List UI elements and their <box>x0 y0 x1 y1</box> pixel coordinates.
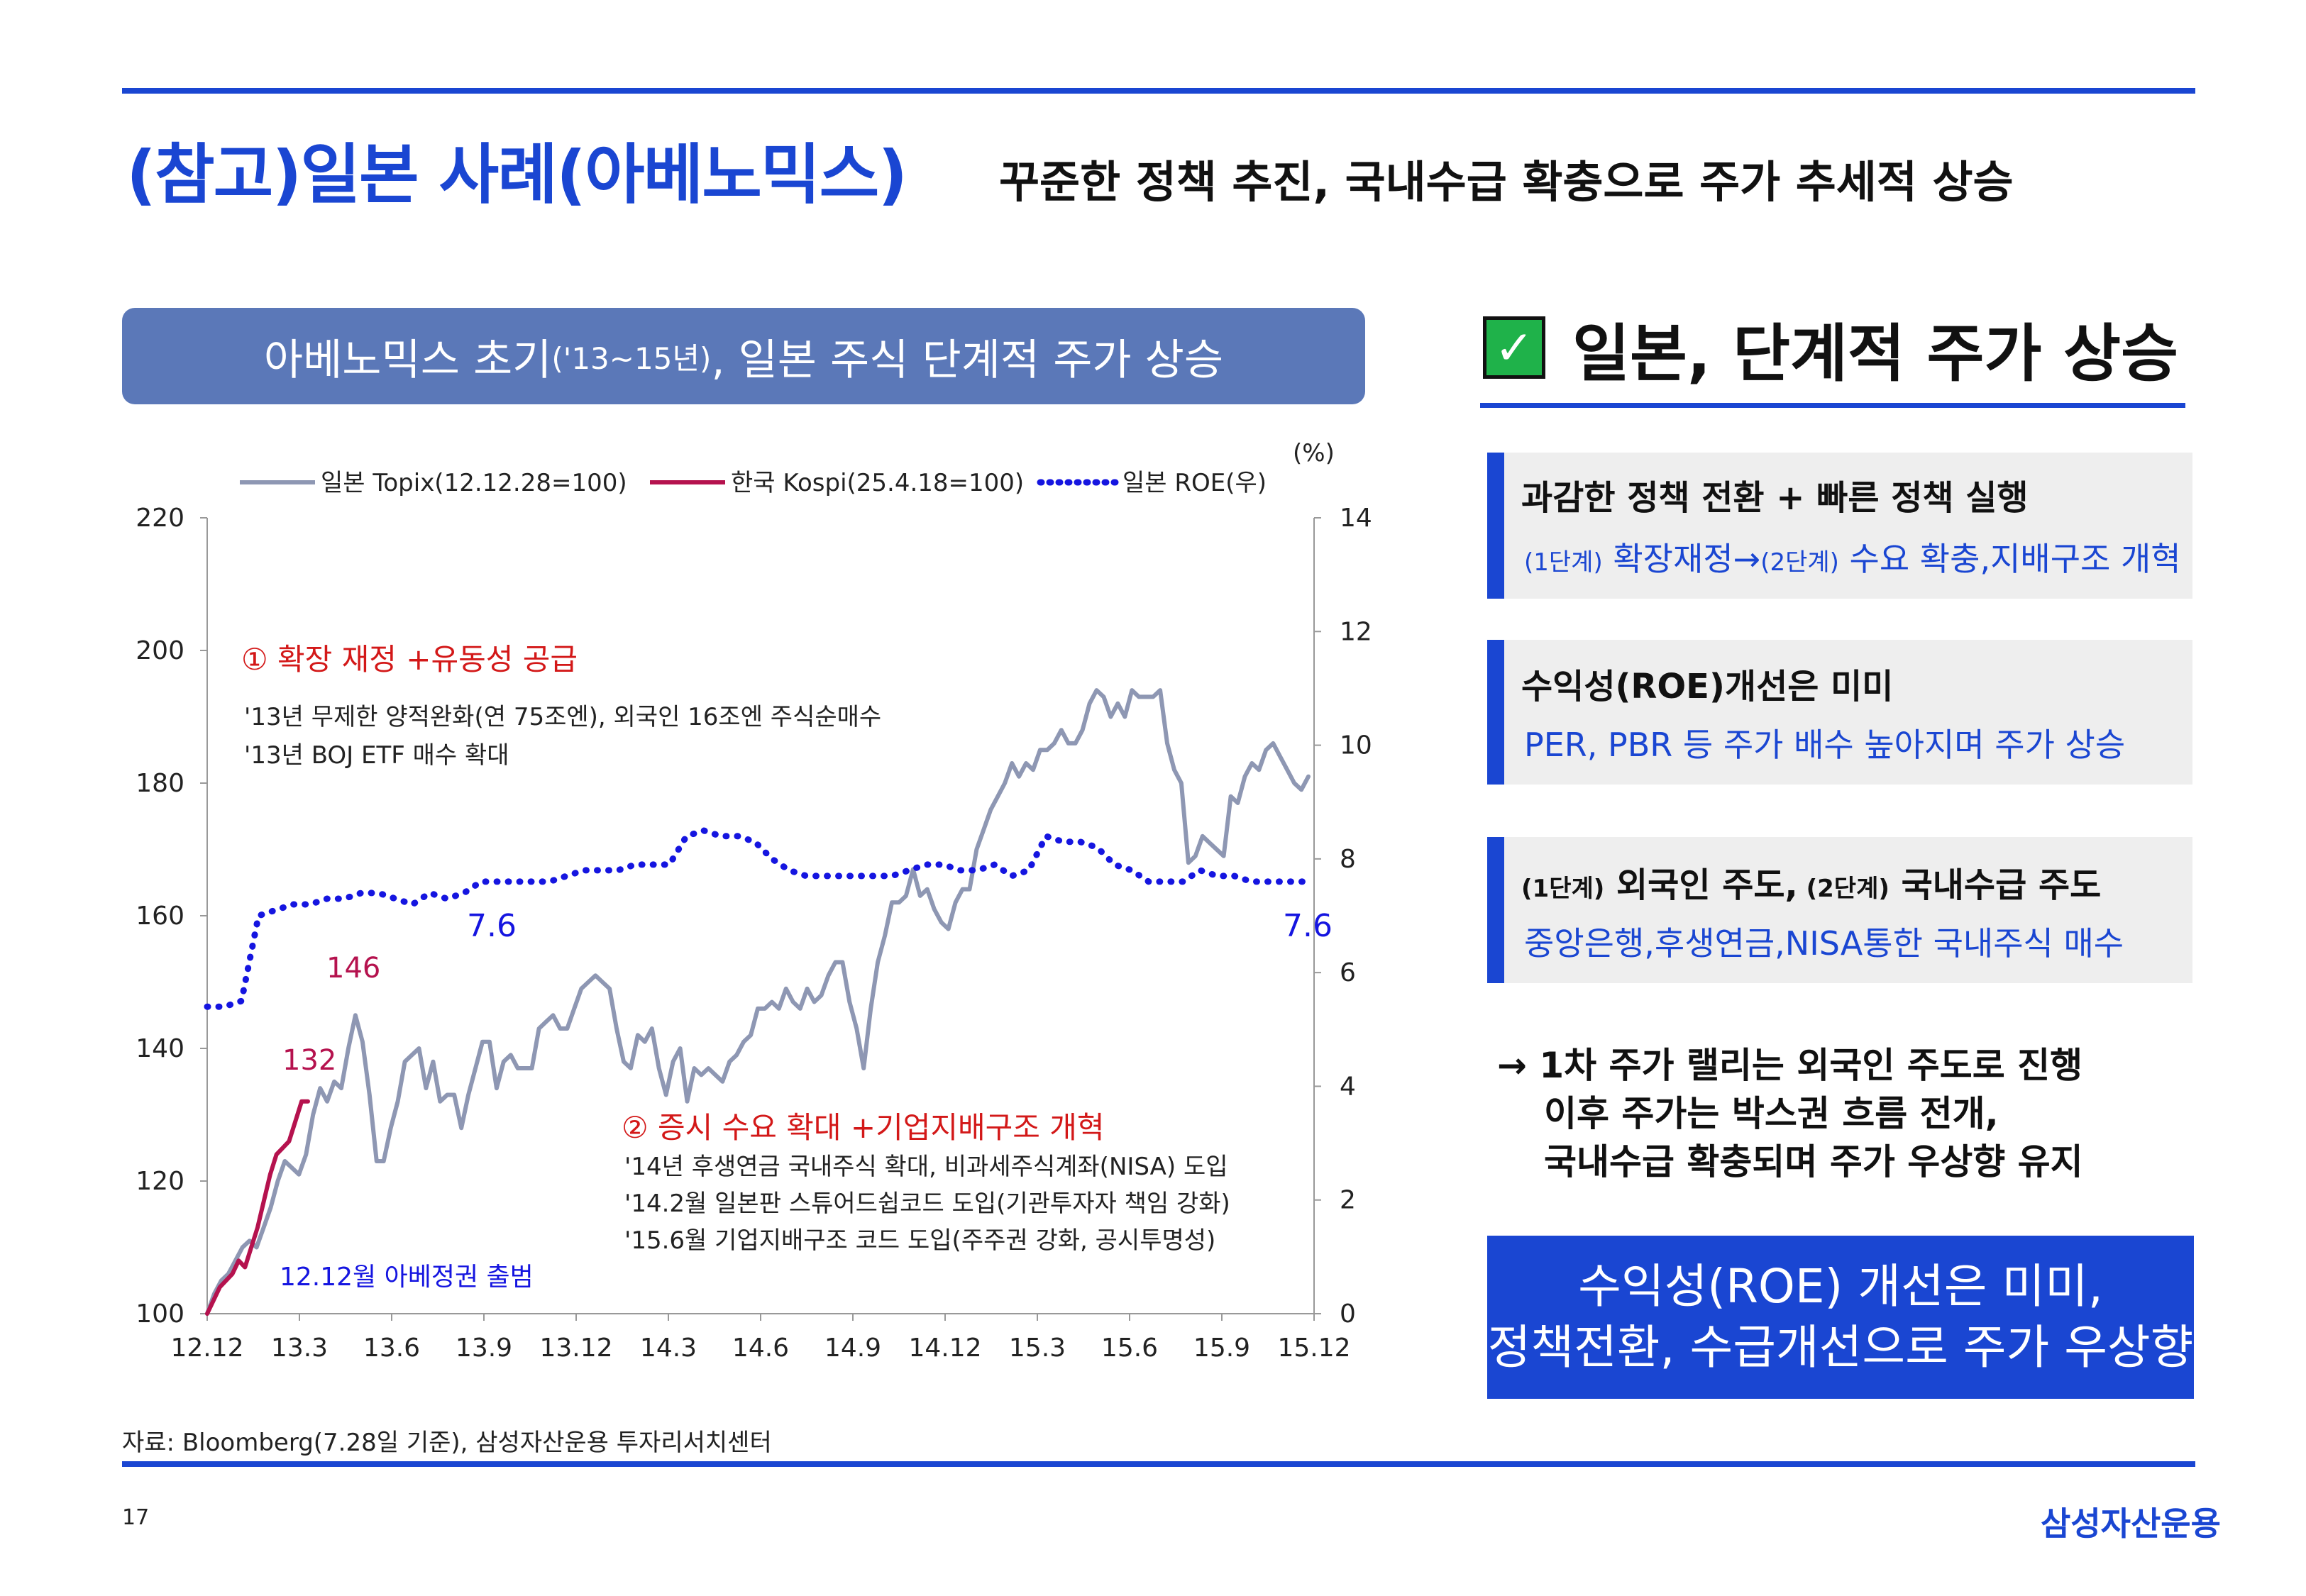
card-policy: 과감한 정책 전환 + 빠른 정책 실행 (1단계) 확장재정→(2단계) 수요… <box>1487 453 2192 599</box>
x-tick-label: 13.6 <box>363 1334 420 1363</box>
left-y-tick-label: 100 <box>136 1299 184 1329</box>
top-rule <box>122 88 2195 94</box>
x-tick-label: 15.12 <box>1277 1334 1350 1363</box>
topix-peak-label: 146 <box>326 952 380 985</box>
phase1-title: ① 확장 재정 +유동성 공급 <box>241 642 578 677</box>
brand-logo: 삼성자산운용 <box>2041 1504 2221 1543</box>
right-axis-unit: (%) <box>1293 439 1335 467</box>
card-flows: (1단계) 외국인 주도, (2단계) 국내수급 주도 중앙은행,후생연금,NI… <box>1487 837 2192 983</box>
right-y-tick-label: 4 <box>1340 1072 1356 1101</box>
card-roe-body: PER, PBR 등 주가 배수 높아지며 주가 상승 <box>1524 726 2126 764</box>
x-tick-label: 13.12 <box>539 1334 612 1363</box>
phase1-line-2: '13년 BOJ ETF 매수 확대 <box>244 741 509 770</box>
check-icon: ✓ <box>1483 316 1545 379</box>
chart-banner-period: ('13~15년) <box>551 340 712 376</box>
chart-banner-text-c: , 일본 주식 단계적 주가 상승 <box>711 335 1224 385</box>
left-y-tick-label: 120 <box>136 1167 184 1196</box>
left-y-tick-label: 160 <box>136 902 184 931</box>
page-number: 17 <box>122 1505 150 1530</box>
card-roe: 수익성(ROE)개선은 미미 PER, PBR 등 주가 배수 높아지며 주가 … <box>1487 640 2192 785</box>
right-panel-rule <box>1480 403 2185 408</box>
conclusion-line-2: 정책전환, 수급개선으로 주가 우상향 <box>1487 1320 2194 1375</box>
right-y-tick-label: 0 <box>1340 1299 1356 1329</box>
kospi-last-label: 132 <box>282 1044 336 1077</box>
x-tick-label: 15.3 <box>1009 1334 1066 1363</box>
roe-end-label: 7.6 <box>1283 908 1333 944</box>
source-note: 자료: Bloomberg(7.28일 기준), 삼성자산운용 투자리서치센터 <box>122 1429 772 1457</box>
chart-series <box>204 688 1311 1316</box>
phase2-title: ② 증시 수요 확대 +기업지배구조 개혁 <box>622 1110 1105 1145</box>
x-tick-label: 15.9 <box>1193 1334 1250 1363</box>
left-y-tick-label: 180 <box>136 769 184 798</box>
conclusion-box: 수익성(ROE) 개선은 미미, 정책전환, 수급개선으로 주가 우상향 <box>1487 1236 2194 1399</box>
legend-topix-label: 일본 Topix(12.12.28=100) <box>321 469 627 497</box>
x-tick-label: 14.3 <box>640 1334 697 1363</box>
right-y-tick-label: 8 <box>1340 845 1356 874</box>
summary-note: → 1차 주가 랠리는 외국인 주도로 진행 이후 주가는 박스권 흐름 전개,… <box>1497 1041 2083 1186</box>
card-policy-body: (1단계) 확장재정→(2단계) 수요 확충,지배구조 개혁 <box>1524 540 2181 578</box>
note-line-2: 이후 주가는 박스권 흐름 전개, <box>1544 1093 1999 1134</box>
phase1-line-1: '13년 무제한 양적완화(연 75조엔), 외국인 16조엔 주식순매수 <box>244 703 881 731</box>
abenomics-line-chart: 12.12 13.3 13.6 13.9 13.12 14.3 14.6 14.9 14.12 1… <box>136 439 1372 1363</box>
phase2-line-3: '15.6월 기업지배구조 코드 도입(주주권 강화, 공시투명성) <box>624 1226 1215 1255</box>
abe-start-label: 12.12월 아베정권 출범 <box>280 1263 534 1292</box>
series-kospi-line <box>205 1099 310 1316</box>
right-y-tick-label: 6 <box>1340 958 1356 987</box>
x-tick-label: 15.6 <box>1101 1334 1158 1363</box>
phase2-line-2: '14.2월 일본판 스튜어드쉽코드 도입(기관투자자 책임 강화) <box>624 1190 1230 1218</box>
card-policy-title: 과감한 정책 전환 + 빠른 정책 실행 <box>1521 478 2029 518</box>
left-y-tick-label: 220 <box>136 504 184 533</box>
chart-banner-text-a: 아베노믹스 초기 <box>263 335 552 385</box>
x-tick-label: 14.12 <box>908 1334 981 1363</box>
card-flows-title: (1단계) 외국인 주도, (2단계) 국내수급 주도 <box>1521 865 2102 905</box>
x-tick-label: 14.6 <box>732 1334 789 1363</box>
right-y-tick-label: 10 <box>1340 731 1372 760</box>
x-tick-label: 13.3 <box>271 1334 328 1363</box>
page-title: (참고)일본 사례(아베노믹스) <box>126 137 907 213</box>
note-line-1: 1차 주가 랠리는 외국인 주도로 진행 <box>1526 1045 2083 1086</box>
note-line-3: 국내수급 확충되며 주가 우상향 유지 <box>1544 1141 2083 1182</box>
conclusion-line-1: 수익성(ROE) 개선은 미미, <box>1578 1259 2103 1314</box>
x-tick-label: 13.9 <box>456 1334 512 1363</box>
right-y-tick-label: 14 <box>1340 504 1372 533</box>
legend-roe-label: 일본 ROE(우) <box>1122 469 1267 497</box>
left-y-tick-label: 140 <box>136 1034 184 1063</box>
check-glyph: ✓ <box>1494 320 1534 375</box>
roe-start-label: 7.6 <box>467 908 517 944</box>
series-topix-line <box>205 688 1311 1316</box>
x-tick-label: 12.12 <box>170 1334 243 1363</box>
right-y-tick-label: 2 <box>1340 1186 1356 1215</box>
arrow-icon: → <box>1733 540 1761 578</box>
phase2-line-1: '14년 후생연금 국내주식 확대, 비과세주식계좌(NISA) 도입 <box>624 1153 1228 1181</box>
axis-tick-labels: 12.12 13.3 13.6 13.9 13.12 14.3 14.6 14.9 14.12 1… <box>136 504 1372 1363</box>
series-roe-line <box>204 827 1306 1010</box>
left-y-tick-label: 200 <box>136 636 184 665</box>
right-y-tick-label: 12 <box>1340 617 1372 646</box>
bottom-rule <box>122 1461 2195 1467</box>
chart-legend: 일본 Topix(12.12.28=100) 한국 Kospi(25.4.18=… <box>240 469 1267 497</box>
right-panel-heading: 일본, 단계적 주가 상승 <box>1572 317 2178 390</box>
x-tick-label: 14.9 <box>824 1334 881 1363</box>
page-subtitle: 꾸준한 정책 추진, 국내수급 확충으로 주가 추세적 상승 <box>999 156 2014 208</box>
card-roe-title: 수익성(ROE)개선은 미미 <box>1521 667 1894 706</box>
card-flows-body: 중앙은행,후생연금,NISA통한 국내주식 매수 <box>1524 924 2124 963</box>
legend-kospi-label: 한국 Kospi(25.4.18=100) <box>731 469 1024 497</box>
note-arrow-icon: → <box>1497 1045 1527 1086</box>
chart-title-banner: 아베노믹스 초기 ('13~15년) , 일본 주식 단계적 주가 상승 <box>122 308 1365 404</box>
